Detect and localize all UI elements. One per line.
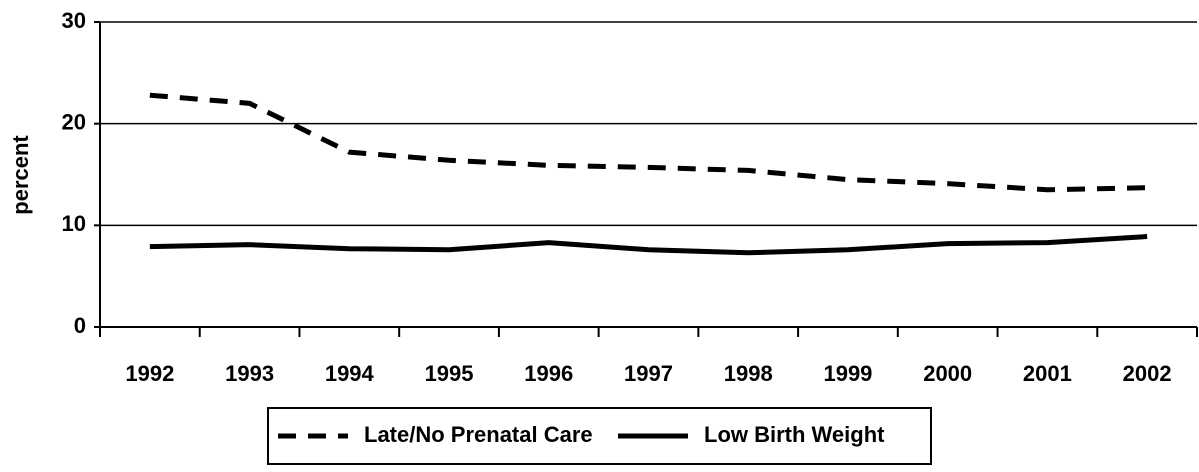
series-line <box>149 234 1148 256</box>
x-tick-label: 1999 <box>823 361 872 386</box>
x-tick-label: 1994 <box>325 361 375 386</box>
x-tick-label: 1995 <box>425 361 474 386</box>
x-tick-label: 2001 <box>1023 361 1072 386</box>
y-axis-label: percent <box>8 135 33 215</box>
legend-label: Late/No Prenatal Care <box>364 422 593 447</box>
y-tick-label: 20 <box>62 109 86 134</box>
y-tick-label: 0 <box>74 313 86 338</box>
x-tick-label: 2000 <box>923 361 972 386</box>
x-tick-label: 1992 <box>125 361 174 386</box>
legend-box <box>267 407 932 465</box>
x-tick-label: 1997 <box>624 361 673 386</box>
x-tick-label: 2002 <box>1123 361 1172 386</box>
x-tick-label: 1998 <box>724 361 773 386</box>
legend-label: Low Birth Weight <box>704 422 885 447</box>
y-tick-label: 10 <box>62 211 86 236</box>
y-tick-label: 30 <box>62 8 86 33</box>
x-tick-label: 1993 <box>225 361 274 386</box>
series-line <box>149 92 1148 193</box>
x-tick-label: 1996 <box>524 361 573 386</box>
